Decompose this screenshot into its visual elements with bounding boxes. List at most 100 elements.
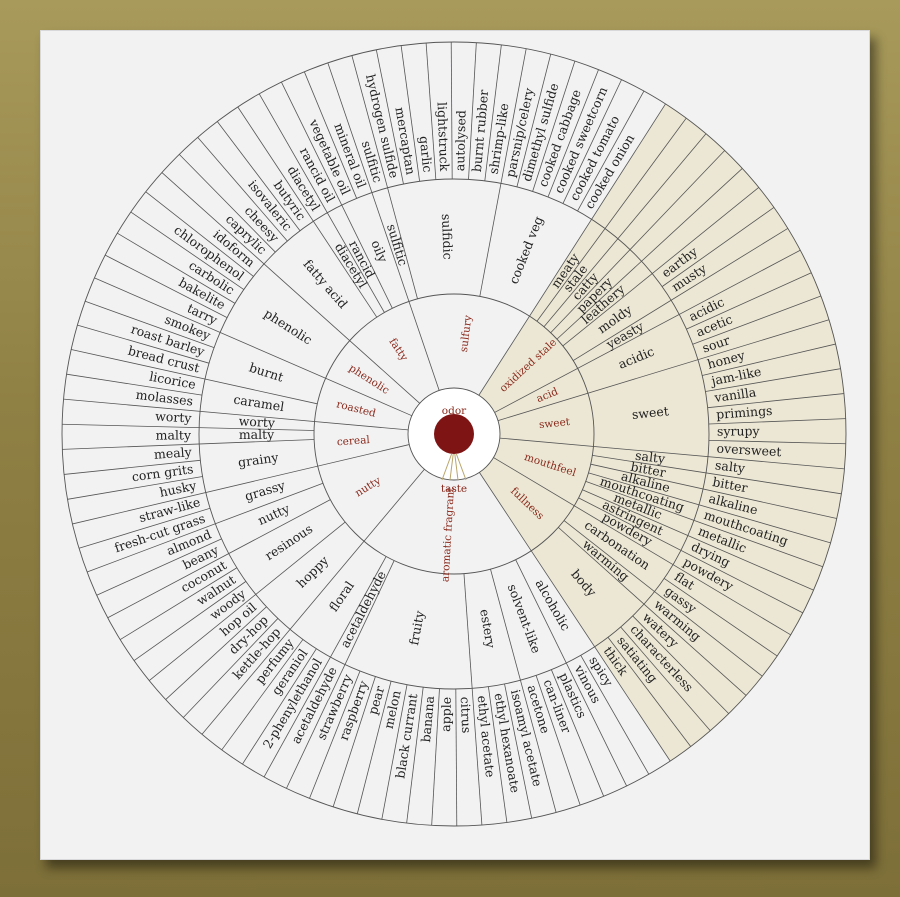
core-label-11: aromatic fragrant [439, 486, 456, 582]
category-label: sweet [631, 403, 669, 422]
term-divider [562, 79, 622, 204]
core-divider [327, 62, 440, 391]
core-divider [478, 103, 666, 396]
category-label: burnt [247, 360, 285, 385]
term-divider [708, 418, 846, 425]
term-divider [705, 368, 841, 392]
term-divider [632, 615, 729, 714]
term-divider [242, 648, 317, 765]
category-divider [281, 81, 393, 309]
term-divider [663, 578, 778, 657]
category-divider [572, 228, 788, 361]
category-divider [558, 527, 747, 696]
stem [454, 453, 459, 481]
core-label-5: sulfury [458, 314, 474, 352]
category-divider [536, 117, 687, 322]
term-divider [607, 637, 692, 747]
category-divider [585, 481, 823, 568]
category-divider [286, 560, 395, 789]
term-divider [577, 90, 645, 212]
category-label: estery [477, 608, 498, 650]
stem [449, 453, 454, 481]
category-label: phenolic [261, 306, 315, 348]
category-divider [237, 106, 378, 318]
term-divider [516, 54, 552, 187]
term-divider [165, 606, 267, 700]
term-label: garlic [417, 135, 436, 173]
term-label: bitter [711, 474, 749, 495]
taste-sector [478, 103, 801, 413]
stem [441, 453, 453, 481]
core-divider [94, 277, 412, 417]
category-divider [62, 439, 315, 450]
term-divider [183, 618, 279, 718]
term-divider [692, 295, 822, 345]
core-divider [161, 172, 420, 404]
core-divider [494, 249, 801, 413]
term-label: burnt rubber [469, 89, 491, 173]
term-divider [707, 393, 844, 409]
category-divider [258, 93, 385, 313]
core-divider [201, 468, 425, 735]
category-divider [71, 349, 318, 405]
term-divider [117, 232, 236, 304]
term-divider [66, 373, 203, 396]
taste-sector [479, 457, 791, 761]
term-label: oversweet [716, 441, 782, 460]
core-divider [497, 319, 830, 421]
category-divider [490, 569, 557, 813]
core-label-4: fatty [387, 336, 411, 363]
category-label: resinous [262, 521, 315, 563]
category-label: malty [239, 427, 275, 442]
term-divider [216, 121, 301, 231]
term-label: syrupy [717, 423, 761, 438]
category-divider [588, 472, 831, 544]
term-divider [381, 684, 408, 820]
category-label: sulfidic [439, 213, 456, 259]
term-divider [468, 42, 477, 180]
ring-1 [198, 178, 710, 690]
term-divider [488, 686, 508, 823]
ring-2 [61, 41, 847, 827]
term-divider [303, 71, 357, 199]
category-label: fruity [406, 609, 427, 647]
term-divider [96, 538, 222, 596]
term-divider [221, 639, 304, 751]
category-divider [592, 454, 842, 495]
core-label-0: nutty [353, 475, 383, 500]
term-divider [547, 69, 599, 198]
taste-sector [493, 438, 845, 635]
category-divider [515, 559, 627, 787]
term-divider [197, 137, 288, 242]
term-label: lightstruck [435, 102, 453, 172]
category-divider [149, 521, 346, 681]
term-divider [375, 49, 404, 185]
category-divider [479, 48, 527, 297]
term-divider [535, 675, 581, 806]
term-label: citrus [458, 696, 474, 733]
category-label: floral [326, 578, 357, 614]
core-divider [479, 472, 671, 762]
term-divider [85, 300, 215, 349]
term-divider [484, 44, 502, 181]
category-label: cooked veg [506, 214, 546, 286]
term-label: autolysed [452, 110, 468, 171]
term-divider [120, 567, 238, 640]
category-label: worty [238, 413, 276, 430]
stem [455, 453, 467, 481]
category-label: nutty [255, 500, 292, 528]
center-dot [434, 414, 474, 454]
term-divider [67, 476, 203, 500]
term-divider [179, 154, 276, 253]
ring-0 [313, 293, 595, 575]
term-divider [133, 581, 247, 661]
category-label: grassy [243, 477, 288, 504]
core-divider [63, 398, 409, 431]
category-divider [463, 573, 483, 826]
term-divider [532, 60, 576, 192]
category-label: sulfitic [384, 222, 411, 267]
term-divider [64, 459, 201, 475]
category-divider [550, 150, 725, 334]
core-label-8: sweet [538, 416, 571, 431]
